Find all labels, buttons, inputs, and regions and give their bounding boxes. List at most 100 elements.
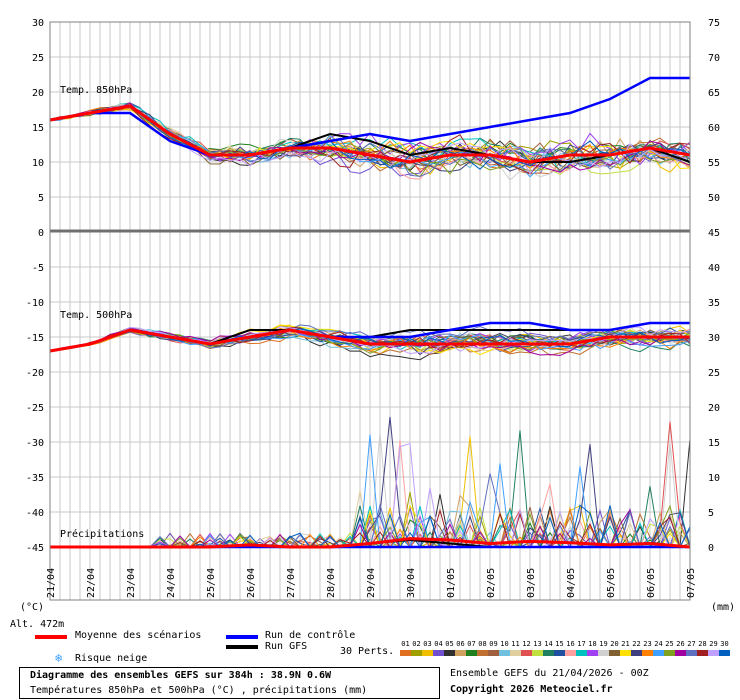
snow-icon: ❄ xyxy=(55,651,63,665)
y-tick-left: 15 xyxy=(32,123,44,134)
pert-legend-item: 13 xyxy=(532,640,543,656)
member-line-500 xyxy=(49,326,691,355)
legend-mean: Moyenne des scénarios xyxy=(75,630,202,641)
x-tick-date: 30/04 xyxy=(406,568,417,598)
pert-swatch xyxy=(653,650,664,656)
pert-swatch xyxy=(642,650,653,656)
pert-legend-item: 25 xyxy=(664,640,675,656)
y-tick-left: -45 xyxy=(26,543,44,554)
pert-swatch xyxy=(466,650,477,656)
title-line1: Diagramme des ensembles GEFS sur 384h : … xyxy=(30,670,332,681)
title-box: Diagramme des ensembles GEFS sur 384h : … xyxy=(19,667,440,699)
pert-swatch xyxy=(631,650,642,656)
pert-number: 13 xyxy=(533,640,542,648)
pert-number: 22 xyxy=(632,640,641,648)
pert-swatch xyxy=(554,650,565,656)
pert-legend-item: 20 xyxy=(609,640,620,656)
y-tick-left: 0 xyxy=(38,228,44,239)
pert-legend-item: 09 xyxy=(488,640,499,656)
label-t500: Temp. 500hPa xyxy=(60,310,132,321)
pert-number: 23 xyxy=(643,640,652,648)
pert-legend-item: 29 xyxy=(708,640,719,656)
main-series xyxy=(49,76,691,549)
y-tick-left: -20 xyxy=(26,368,44,379)
series-line xyxy=(49,104,691,164)
pert-legend: 01 02 03 04 05 06 07 08 09 10 11 12 13 14 15 16 17 18 19 20… xyxy=(400,640,730,660)
x-tick-date: 07/05 xyxy=(686,568,697,598)
pert-number: 06 xyxy=(456,640,465,648)
pert-number: 03 xyxy=(423,640,432,648)
y-tick-right: 65 xyxy=(708,88,720,99)
pert-number: 08 xyxy=(478,640,487,648)
pert-swatch xyxy=(708,650,719,656)
y-tick-right: 60 xyxy=(708,123,720,134)
pert-legend-item: 24 xyxy=(653,640,664,656)
pert-number: 19 xyxy=(599,640,608,648)
pert-legend-item: 28 xyxy=(697,640,708,656)
pert-number: 24 xyxy=(654,640,663,648)
y-tick-right: 25 xyxy=(708,368,720,379)
y-tick-right: 70 xyxy=(708,53,720,64)
x-tick-date: 22/04 xyxy=(86,568,97,598)
pert-number: 14 xyxy=(544,640,553,648)
member-line-850 xyxy=(49,105,691,170)
pert-swatch xyxy=(444,650,455,656)
pert-legend-item: 08 xyxy=(477,640,488,656)
y-tick-left: -40 xyxy=(26,508,44,519)
label-t850: Temp. 850hPa xyxy=(60,85,132,96)
pert-swatch xyxy=(620,650,631,656)
pert-legend-item: 19 xyxy=(598,640,609,656)
y-tick-left: -35 xyxy=(26,473,44,484)
pert-swatch xyxy=(675,650,686,656)
legend-perts: 30 Perts. xyxy=(340,646,395,657)
run-info: Ensemble GEFS du 21/04/2026 - 00Z xyxy=(450,668,649,679)
right-unit: (mm) xyxy=(711,602,735,613)
left-unit: (°C) xyxy=(20,602,44,613)
pert-number: 26 xyxy=(676,640,685,648)
pert-number: 17 xyxy=(577,640,586,648)
pert-legend-item: 11 xyxy=(510,640,521,656)
y-tick-left: -30 xyxy=(26,438,44,449)
pert-legend-item: 18 xyxy=(587,640,598,656)
pert-number: 09 xyxy=(489,640,498,648)
y-tick-left: -25 xyxy=(26,403,44,414)
x-tick-date: 01/05 xyxy=(446,568,457,598)
x-tick-date: 06/05 xyxy=(646,568,657,598)
pert-swatch xyxy=(455,650,466,656)
pert-legend-item: 07 xyxy=(466,640,477,656)
pert-number: 12 xyxy=(522,640,531,648)
x-tick-date: 02/05 xyxy=(486,568,497,598)
mean-swatch xyxy=(35,635,67,639)
pert-number: 29 xyxy=(709,640,718,648)
y-tick-right: 15 xyxy=(708,438,720,449)
y-tick-left: 5 xyxy=(38,193,44,204)
x-tick-date: 26/04 xyxy=(246,568,257,598)
pert-legend-item: 23 xyxy=(642,640,653,656)
legend-snow: Risque neige xyxy=(75,653,148,664)
y-tick-right: 45 xyxy=(708,228,720,239)
y-tick-right: 20 xyxy=(708,403,720,414)
pert-swatch xyxy=(521,650,532,656)
pert-number: 01 xyxy=(401,640,410,648)
pert-legend-item: 05 xyxy=(444,640,455,656)
pert-number: 20 xyxy=(610,640,619,648)
pert-swatch xyxy=(598,650,609,656)
gfs-swatch xyxy=(226,645,258,649)
pert-number: 04 xyxy=(434,640,443,648)
pert-legend-item: 27 xyxy=(686,640,697,656)
pert-swatch xyxy=(576,650,587,656)
x-tick-date: 27/04 xyxy=(286,568,297,598)
plot-frame xyxy=(49,21,691,601)
y-tick-right: 40 xyxy=(708,263,720,274)
pert-legend-item: 04 xyxy=(433,640,444,656)
pert-legend-item: 16 xyxy=(565,640,576,656)
pert-number: 10 xyxy=(500,640,509,648)
series-line xyxy=(50,537,691,549)
pert-swatch xyxy=(664,650,675,656)
x-tick-date: 05/05 xyxy=(606,568,617,598)
y-tick-right: 50 xyxy=(708,193,720,204)
pert-legend-item: 03 xyxy=(422,640,433,656)
pert-swatch xyxy=(697,650,708,656)
pert-number: 27 xyxy=(687,640,696,648)
